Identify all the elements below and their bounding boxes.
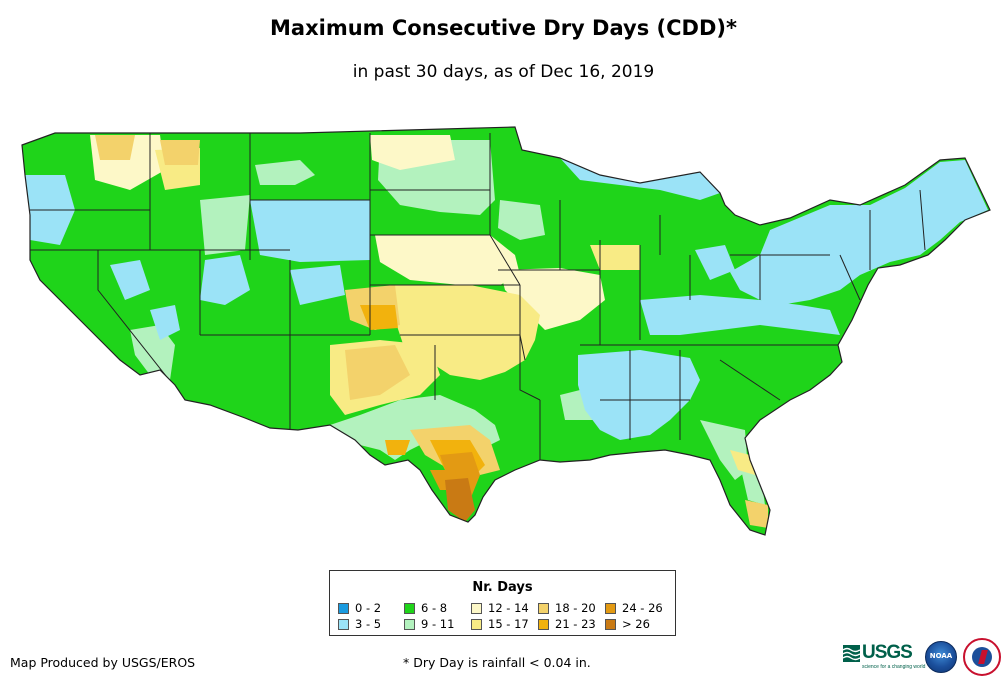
legend-swatch [338,603,349,614]
light-green-regions [130,140,765,505]
usgs-tagline: science for a changing world [862,664,926,670]
state-borders [30,133,926,460]
legend-swatch [471,619,482,630]
legend-item-12-14: 12 - 14 [471,602,529,615]
legend: Nr. Days 0 - 2 3 - 5 6 - 8 9 - 11 12 - 1… [329,570,676,636]
legend-item-3-5: 3 - 5 [338,618,381,631]
legend-item-24-26: 24 - 26 [605,602,663,615]
map-subtitle: in past 30 days, as of Dec 16, 2019 [352,62,655,82]
legend-swatch [538,619,549,630]
legend-item-18-20: 18 - 20 [538,602,596,615]
usgs-text: USGS [862,642,913,663]
legend-swatch [538,603,549,614]
legend-swatch [338,619,349,630]
noaa-text: NOAA [929,652,953,660]
legend-swatch [471,603,482,614]
legend-swatch [404,619,415,630]
legend-item-9-11: 9 - 11 [404,618,454,631]
usgs-wave-icon [843,645,860,662]
dry-day-note: * Dry Day is rainfall < 0.04 in. [403,655,591,670]
legend-item-over-26: > 26 [605,618,650,631]
usgs-logo: USGS science for a changing world [843,642,925,676]
producer-credit: Map Produced by USGS/EROS [10,655,196,670]
legend-item-21-23: 21 - 23 [538,618,596,631]
legend-title: Nr. Days [472,580,533,595]
legend-item-15-17: 15 - 17 [471,618,529,631]
legend-swatch [605,619,616,630]
nws-logo [963,638,1001,676]
legend-swatch [605,603,616,614]
map-title: Maximum Consecutive Dry Days (CDD)* [270,16,737,40]
noaa-logo: NOAA [925,641,957,673]
brown-regions [445,478,475,522]
legend-swatch [404,603,415,614]
legend-item-0-2: 0 - 2 [338,602,381,615]
legend-item-6-8: 6 - 8 [404,602,447,615]
